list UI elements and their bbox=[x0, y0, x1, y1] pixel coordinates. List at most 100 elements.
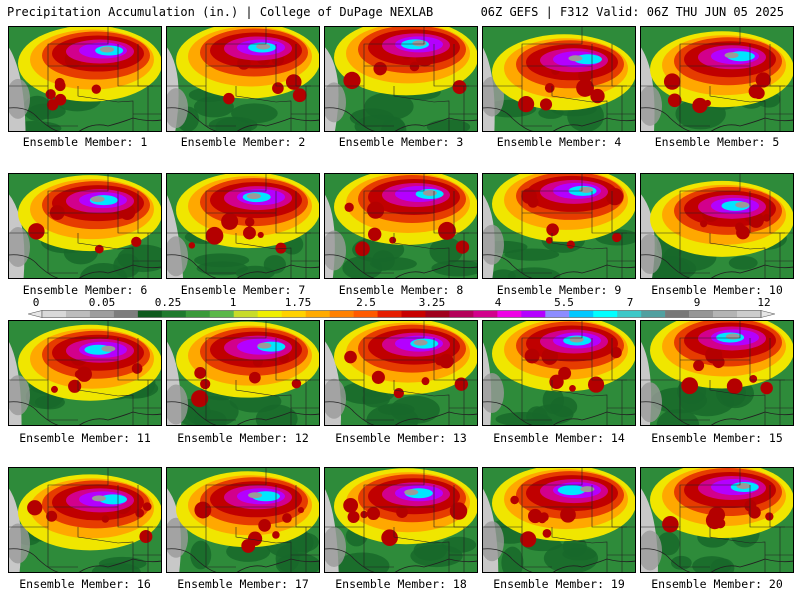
colorbar-segment bbox=[401, 310, 426, 318]
precip-map-svg bbox=[324, 26, 478, 132]
ensemble-member-label: Ensemble Member: 5 bbox=[654, 135, 780, 149]
precip-map-svg bbox=[324, 467, 478, 573]
ensemble-member-label: Ensemble Member: 15 bbox=[651, 431, 783, 445]
colorbar-tick-label: 3.25 bbox=[418, 296, 446, 309]
ensemble-member-label: Ensemble Member: 1 bbox=[22, 135, 148, 149]
colorbar-segment bbox=[305, 310, 330, 318]
colorbar-segment bbox=[209, 310, 235, 318]
ensemble-member-map bbox=[166, 173, 320, 279]
colorbar-max-arrow bbox=[760, 310, 775, 318]
ensemble-member-map bbox=[640, 320, 794, 426]
colorbar-segment bbox=[593, 310, 618, 318]
colorbar-tick-label: 1 bbox=[229, 296, 237, 309]
precip-map-svg bbox=[8, 173, 162, 279]
ensemble-member-label: Ensemble Member: 7 bbox=[180, 283, 306, 297]
colorbar-segment bbox=[497, 310, 522, 318]
ensemble-member-label: Ensemble Member: 4 bbox=[496, 135, 622, 149]
ensemble-member-map bbox=[482, 26, 636, 132]
ensemble-member-map bbox=[324, 467, 478, 573]
colorbar-tick-label: 1.75 bbox=[284, 296, 312, 309]
ensemble-member-label: Ensemble Member: 10 bbox=[651, 283, 783, 297]
colorbar-segment bbox=[161, 310, 187, 318]
ensemble-member-label: Ensemble Member: 8 bbox=[338, 283, 464, 297]
colorbar-tick-label: 9 bbox=[693, 296, 701, 309]
ensemble-member-map bbox=[640, 173, 794, 279]
ensemble-member-label: Ensemble Member: 9 bbox=[496, 283, 622, 297]
ensemble-member-label: Ensemble Member: 20 bbox=[651, 577, 783, 591]
colorbar-segment bbox=[377, 310, 402, 318]
ensemble-member-label: Ensemble Member: 19 bbox=[493, 577, 625, 591]
precip-map-svg bbox=[8, 320, 162, 426]
colorbar-segment bbox=[449, 310, 474, 318]
ensemble-member-label: Ensemble Member: 14 bbox=[493, 431, 625, 445]
precip-map-svg bbox=[8, 26, 162, 132]
ensemble-member-label: Ensemble Member: 2 bbox=[180, 135, 306, 149]
colorbar-segment bbox=[113, 310, 139, 318]
precipitation-colorbar bbox=[28, 310, 775, 318]
ensemble-member-label: Ensemble Member: 18 bbox=[335, 577, 467, 591]
colorbar-tick-label: 0.05 bbox=[88, 296, 116, 309]
ensemble-member-map bbox=[482, 320, 636, 426]
colorbar-segment bbox=[713, 310, 738, 318]
ensemble-member-map bbox=[166, 467, 320, 573]
ensemble-member-label: Ensemble Member: 13 bbox=[335, 431, 467, 445]
colorbar-segment bbox=[185, 310, 211, 318]
colorbar-segment bbox=[353, 310, 378, 318]
ensemble-member-label: Ensemble Member: 11 bbox=[19, 431, 151, 445]
precip-map-svg bbox=[166, 173, 320, 279]
colorbar-segment bbox=[137, 310, 163, 318]
colorbar-segment bbox=[329, 310, 354, 318]
precip-map-svg bbox=[482, 467, 636, 573]
colorbar-segment bbox=[689, 310, 714, 318]
ensemble-member-label: Ensemble Member: 12 bbox=[177, 431, 309, 445]
precip-map-svg bbox=[640, 467, 794, 573]
colorbar-segment bbox=[665, 310, 690, 318]
colorbar-segment bbox=[89, 310, 115, 318]
ensemble-member-map bbox=[166, 26, 320, 132]
ensemble-member-map bbox=[482, 467, 636, 573]
colorbar-tick-label: 0 bbox=[32, 296, 40, 309]
map-header: Precipitation Accumulation (in.) | Colle… bbox=[0, 0, 800, 22]
colorbar-segment bbox=[569, 310, 594, 318]
ensemble-member-label: Ensemble Member: 3 bbox=[338, 135, 464, 149]
precip-map-svg bbox=[166, 26, 320, 132]
precip-map-svg bbox=[640, 173, 794, 279]
colorbar-tick-label: 0.25 bbox=[154, 296, 182, 309]
colorbar-segment bbox=[545, 310, 570, 318]
precip-map-svg bbox=[8, 467, 162, 573]
colorbar-segment bbox=[521, 310, 546, 318]
ensemble-member-map bbox=[324, 26, 478, 132]
colorbar-tick-labels: 0 0.05 0.25 1 1.75 2.5 3.25 4 5.5 7 9 12 bbox=[0, 296, 800, 309]
ensemble-member-map bbox=[8, 320, 162, 426]
ensemble-member-map bbox=[324, 173, 478, 279]
colorbar-tick-label: 5.5 bbox=[554, 296, 574, 309]
precip-map-svg bbox=[324, 173, 478, 279]
colorbar-tick-label: 4 bbox=[494, 296, 502, 309]
precip-map-svg bbox=[640, 320, 794, 426]
ensemble-member-map bbox=[640, 26, 794, 132]
ensemble-member-map bbox=[640, 467, 794, 573]
ensemble-member-label: Ensemble Member: 6 bbox=[22, 283, 148, 297]
precip-map-svg bbox=[482, 320, 636, 426]
ensemble-member-map bbox=[8, 173, 162, 279]
precip-map-svg bbox=[166, 320, 320, 426]
ensemble-member-map bbox=[166, 320, 320, 426]
precip-map-svg bbox=[324, 320, 478, 426]
precip-map-svg bbox=[166, 467, 320, 573]
colorbar-segment bbox=[617, 310, 642, 318]
colorbar-segment bbox=[473, 310, 498, 318]
run-valid-time: 06Z GEFS | F312 Valid: 06Z THU JUN 05 20… bbox=[480, 5, 784, 19]
colorbar-segment bbox=[42, 310, 67, 318]
colorbar-segment bbox=[737, 310, 762, 318]
colorbar-segment bbox=[233, 310, 258, 318]
colorbar-segment bbox=[65, 310, 91, 318]
colorbar-svg bbox=[28, 310, 775, 318]
product-title: Precipitation Accumulation (in.) | Colle… bbox=[7, 5, 434, 19]
colorbar-segment bbox=[281, 310, 306, 318]
colorbar-segment bbox=[425, 310, 450, 318]
colorbar-tick-label: 12 bbox=[757, 296, 771, 309]
colorbar-tick-label: 2.5 bbox=[356, 296, 376, 309]
precip-map-svg bbox=[482, 26, 636, 132]
colorbar-min-arrow bbox=[28, 310, 43, 318]
colorbar-segment bbox=[257, 310, 282, 318]
